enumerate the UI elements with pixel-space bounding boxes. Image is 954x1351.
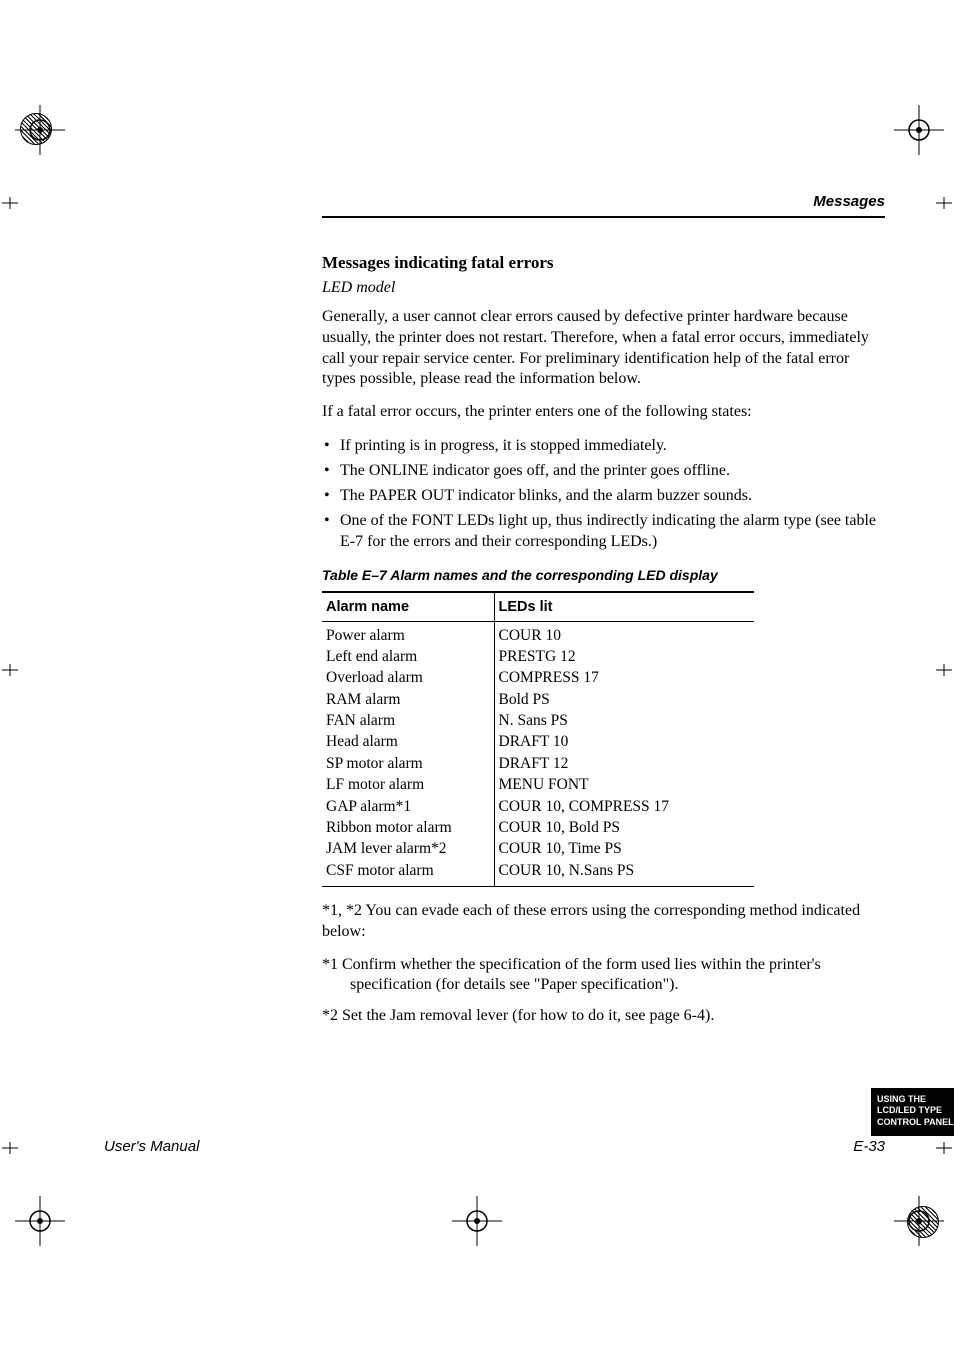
side-tab-line: CONTROL PANEL (877, 1117, 954, 1128)
table-caption: Table E–7 Alarm names and the correspond… (322, 567, 884, 583)
crop-tick-icon (2, 662, 18, 678)
crop-tick-icon (936, 195, 952, 211)
table-cell: DRAFT 10 (494, 732, 754, 753)
table-row: Left end alarmPRESTG 12 (322, 647, 754, 668)
registration-mark-icon (452, 1196, 502, 1246)
footnote-intro: *1, *2 You can evade each of these error… (322, 901, 884, 943)
table-row: Ribbon motor alarmCOUR 10, Bold PS (322, 818, 754, 839)
footnote-item: *1 Confirm whether the specification of … (322, 955, 884, 997)
table-cell: PRESTG 12 (494, 647, 754, 668)
crop-tick-icon (2, 1140, 18, 1156)
table-row: Overload alarmCOMPRESS 17 (322, 668, 754, 689)
table-row: Power alarmCOUR 10 (322, 621, 754, 647)
table-cell: Power alarm (322, 621, 494, 647)
alarm-table: Alarm name LEDs lit Power alarmCOUR 10Le… (322, 591, 754, 888)
section-subtitle: LED model (322, 279, 884, 297)
table-cell: RAM alarm (322, 690, 494, 711)
registration-mark-icon (15, 1196, 65, 1246)
crop-tick-icon (936, 662, 952, 678)
footer-right: E-33 (853, 1138, 885, 1155)
table-cell: FAN alarm (322, 711, 494, 732)
table-cell: COUR 10, COMPRESS 17 (494, 797, 754, 818)
table-cell: COUR 10, N.Sans PS (494, 861, 754, 887)
table-cell: COMPRESS 17 (494, 668, 754, 689)
table-row: RAM alarmBold PS (322, 690, 754, 711)
side-tab-line: LCD/LED TYPE (877, 1105, 954, 1116)
table-cell: CSF motor alarm (322, 861, 494, 887)
table-row: SP motor alarmDRAFT 12 (322, 754, 754, 775)
side-tab-line: USING THE (877, 1094, 954, 1105)
crop-tick-icon (2, 195, 18, 211)
table-cell: Ribbon motor alarm (322, 818, 494, 839)
table-row: LF motor alarmMENU FONT (322, 775, 754, 796)
table-cell: MENU FONT (494, 775, 754, 796)
table-cell: N. Sans PS (494, 711, 754, 732)
table-cell: Overload alarm (322, 668, 494, 689)
table-cell: Left end alarm (322, 647, 494, 668)
paragraph: If a fatal error occurs, the printer ent… (322, 402, 884, 423)
header-rule (322, 216, 885, 218)
footnote-item: *2 Set the Jam removal lever (for how to… (322, 1006, 884, 1027)
bullet-list: If printing is in progress, it is stoppe… (322, 435, 884, 553)
table-cell: DRAFT 12 (494, 754, 754, 775)
table-row: FAN alarmN. Sans PS (322, 711, 754, 732)
list-item: The ONLINE indicator goes off, and the p… (322, 460, 884, 481)
page-footer: User's Manual E-33 (104, 1138, 885, 1155)
table-cell: Head alarm (322, 732, 494, 753)
table-cell: JAM lever alarm*2 (322, 839, 494, 860)
registration-mark-icon (15, 105, 65, 155)
table-row: JAM lever alarm*2COUR 10, Time PS (322, 839, 754, 860)
table-header-row: Alarm name LEDs lit (322, 592, 754, 622)
table-row: Head alarmDRAFT 10 (322, 732, 754, 753)
table-header-cell: Alarm name (322, 592, 494, 622)
crop-tick-icon (936, 1140, 952, 1156)
header-label: Messages (322, 193, 885, 210)
side-tab: USING THE LCD/LED TYPE CONTROL PANEL (871, 1088, 954, 1136)
registration-mark-icon (894, 105, 944, 155)
section-title: Messages indicating fatal errors (322, 253, 884, 273)
table-row: GAP alarm*1COUR 10, COMPRESS 17 (322, 797, 754, 818)
list-item: The PAPER OUT indicator blinks, and the … (322, 485, 884, 506)
table-cell: COUR 10, Bold PS (494, 818, 754, 839)
table-header-cell: LEDs lit (494, 592, 754, 622)
table-cell: LF motor alarm (322, 775, 494, 796)
list-item: One of the FONT LEDs light up, thus indi… (322, 510, 884, 552)
page-header: Messages (322, 193, 885, 220)
list-item: If printing is in progress, it is stoppe… (322, 435, 884, 456)
paragraph: Generally, a user cannot clear errors ca… (322, 307, 884, 390)
table-cell: COUR 10 (494, 621, 754, 647)
table-cell: Bold PS (494, 690, 754, 711)
page: Messages Messages indicating fatal error… (0, 0, 954, 1351)
table-cell: GAP alarm*1 (322, 797, 494, 818)
table-cell: COUR 10, Time PS (494, 839, 754, 860)
footer-left: User's Manual (104, 1138, 199, 1155)
registration-mark-icon (894, 1196, 944, 1246)
table-row: CSF motor alarmCOUR 10, N.Sans PS (322, 861, 754, 887)
content-column: Messages indicating fatal errors LED mod… (322, 253, 884, 1037)
table-cell: SP motor alarm (322, 754, 494, 775)
